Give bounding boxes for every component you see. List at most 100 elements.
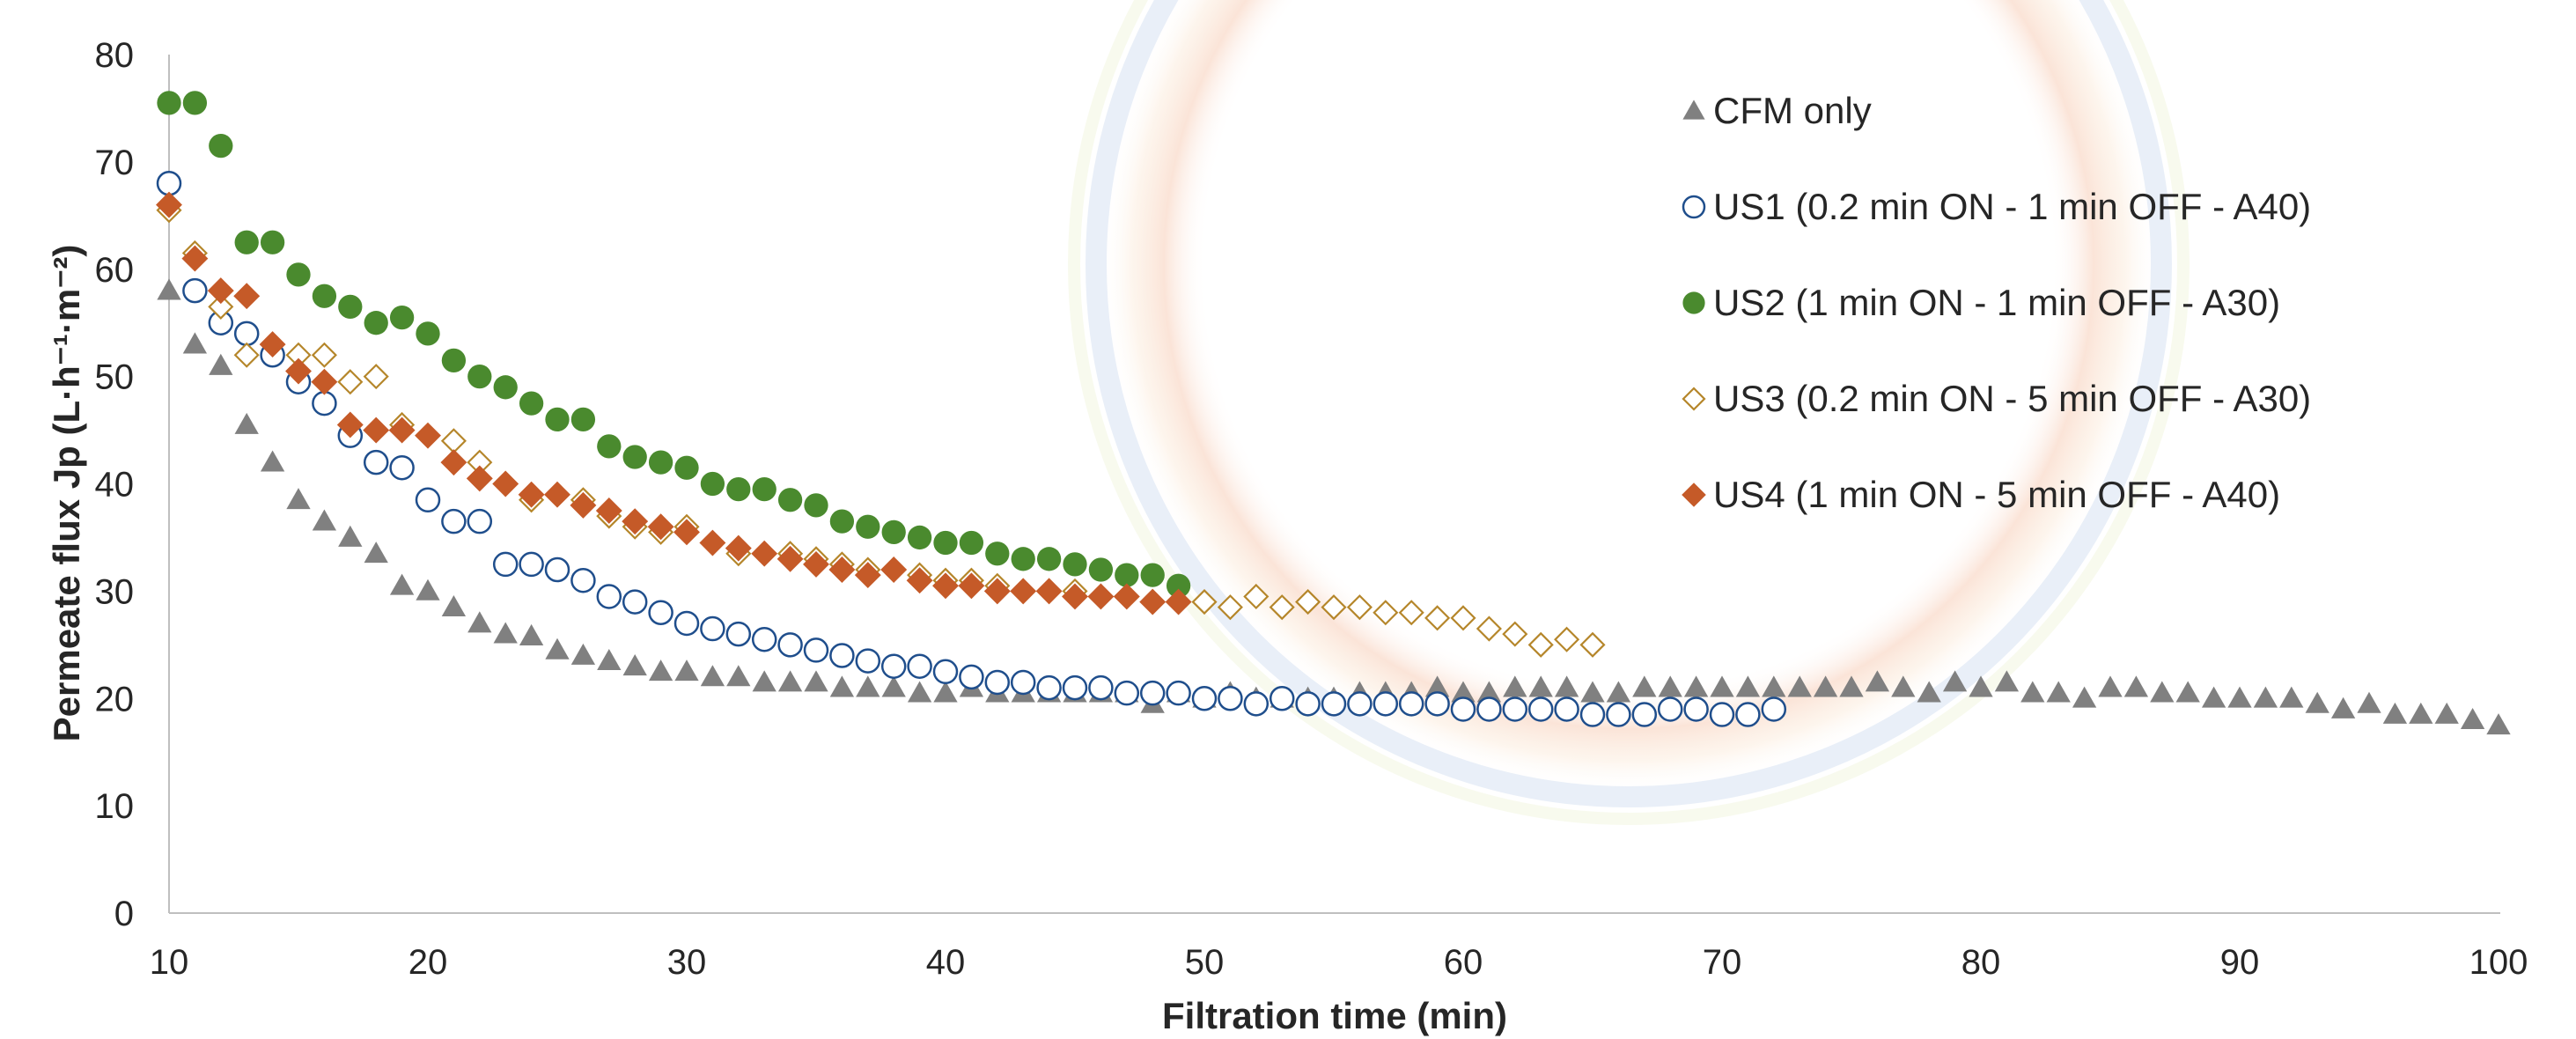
data-point bbox=[493, 375, 518, 400]
data-point bbox=[1606, 681, 1631, 703]
y-tick-label: 80 bbox=[95, 36, 135, 75]
data-point bbox=[1295, 691, 1321, 717]
y-tick-label: 50 bbox=[95, 358, 135, 397]
data-point bbox=[2330, 696, 2356, 718]
data-point bbox=[1606, 702, 1631, 727]
data-point bbox=[2201, 686, 2226, 708]
legend-marker bbox=[1682, 195, 1706, 219]
data-point bbox=[1115, 563, 1139, 587]
data-point bbox=[595, 497, 622, 524]
data-point bbox=[881, 675, 906, 697]
data-point bbox=[777, 632, 803, 658]
y-tick-label: 0 bbox=[114, 895, 134, 933]
data-point bbox=[828, 556, 856, 583]
data-point bbox=[286, 488, 311, 510]
plot-area: 0 10 20 30 40 50 60 70 80 10 20 30 40 50 60 70 80 90 100 bbox=[95, 36, 2528, 982]
data-point bbox=[777, 670, 803, 692]
data-point bbox=[182, 277, 208, 304]
data-point bbox=[338, 294, 363, 320]
data-point bbox=[182, 332, 208, 354]
data-point bbox=[1502, 621, 1528, 647]
data-point bbox=[544, 556, 570, 583]
data-point bbox=[1451, 681, 1476, 703]
data-point bbox=[337, 369, 364, 395]
data-point bbox=[647, 513, 674, 541]
data-point bbox=[700, 471, 725, 497]
data-point bbox=[1450, 605, 1476, 631]
data-point bbox=[208, 293, 234, 320]
data-point bbox=[545, 637, 570, 660]
data-point bbox=[907, 681, 932, 703]
data-point bbox=[855, 648, 881, 674]
data-point bbox=[570, 643, 596, 665]
data-point bbox=[233, 342, 260, 368]
x-tick-label: 90 bbox=[2220, 943, 2260, 982]
data-point bbox=[2227, 686, 2252, 708]
legend-label: US2 (1 min ON - 1 min OFF - A30) bbox=[1713, 282, 2280, 323]
data-point bbox=[2175, 681, 2200, 703]
data-point bbox=[466, 465, 493, 492]
data-point bbox=[829, 643, 855, 668]
data-point bbox=[234, 412, 259, 434]
data-point bbox=[1657, 696, 1683, 722]
data-point bbox=[1476, 681, 1502, 703]
series-diamond-filled bbox=[156, 191, 1192, 615]
data-point bbox=[492, 551, 519, 578]
data-point bbox=[1217, 594, 1243, 621]
data-point bbox=[1632, 675, 1657, 697]
data-point bbox=[648, 660, 673, 682]
data-point bbox=[492, 470, 519, 497]
data-point bbox=[1218, 686, 1243, 711]
data-point bbox=[338, 525, 363, 547]
data-point bbox=[725, 534, 752, 562]
data-point bbox=[1865, 670, 1890, 692]
data-point bbox=[1036, 547, 1062, 571]
data-point bbox=[880, 556, 908, 583]
data-point bbox=[2434, 702, 2459, 724]
data-point bbox=[2305, 691, 2329, 713]
y-tick-label: 10 bbox=[95, 787, 135, 826]
data-point bbox=[234, 230, 259, 254]
data-point bbox=[751, 626, 777, 652]
data-point bbox=[597, 434, 622, 459]
data-point bbox=[1424, 691, 1450, 717]
data-point bbox=[1683, 696, 1709, 722]
data-point bbox=[854, 562, 881, 589]
data-point bbox=[207, 277, 234, 305]
data-point bbox=[1709, 702, 1735, 727]
data-point bbox=[1191, 589, 1218, 615]
data-point bbox=[1011, 547, 1035, 571]
data-point bbox=[2409, 702, 2433, 724]
y-tick-label: 70 bbox=[95, 144, 135, 182]
data-point bbox=[622, 445, 647, 469]
data-point bbox=[648, 600, 673, 625]
data-point bbox=[597, 648, 622, 670]
data-point bbox=[596, 584, 622, 609]
data-point bbox=[622, 654, 647, 676]
x-tick-label: 50 bbox=[1185, 943, 1225, 982]
data-point bbox=[1010, 669, 1036, 696]
data-point bbox=[1502, 696, 1528, 722]
data-point bbox=[389, 573, 415, 595]
data-point bbox=[1424, 675, 1450, 697]
data-point bbox=[416, 321, 440, 346]
data-point bbox=[519, 551, 544, 578]
data-point bbox=[829, 509, 855, 534]
data-point bbox=[2460, 707, 2485, 730]
data-point bbox=[156, 191, 182, 218]
data-point bbox=[1710, 675, 1734, 697]
data-point bbox=[157, 278, 181, 300]
data-point bbox=[2098, 675, 2123, 697]
data-point bbox=[1527, 631, 1554, 658]
y-tick-labels: 0 10 20 30 40 50 60 70 80 bbox=[95, 36, 135, 933]
data-point bbox=[2279, 686, 2304, 708]
data-point bbox=[364, 542, 388, 564]
data-point bbox=[674, 660, 699, 682]
data-point bbox=[1528, 675, 1553, 697]
data-point bbox=[1398, 691, 1424, 717]
data-point bbox=[1762, 675, 1786, 697]
data-point bbox=[415, 487, 441, 513]
data-point bbox=[285, 357, 312, 385]
data-point bbox=[1088, 674, 1114, 701]
y-tick-label: 40 bbox=[95, 466, 135, 505]
